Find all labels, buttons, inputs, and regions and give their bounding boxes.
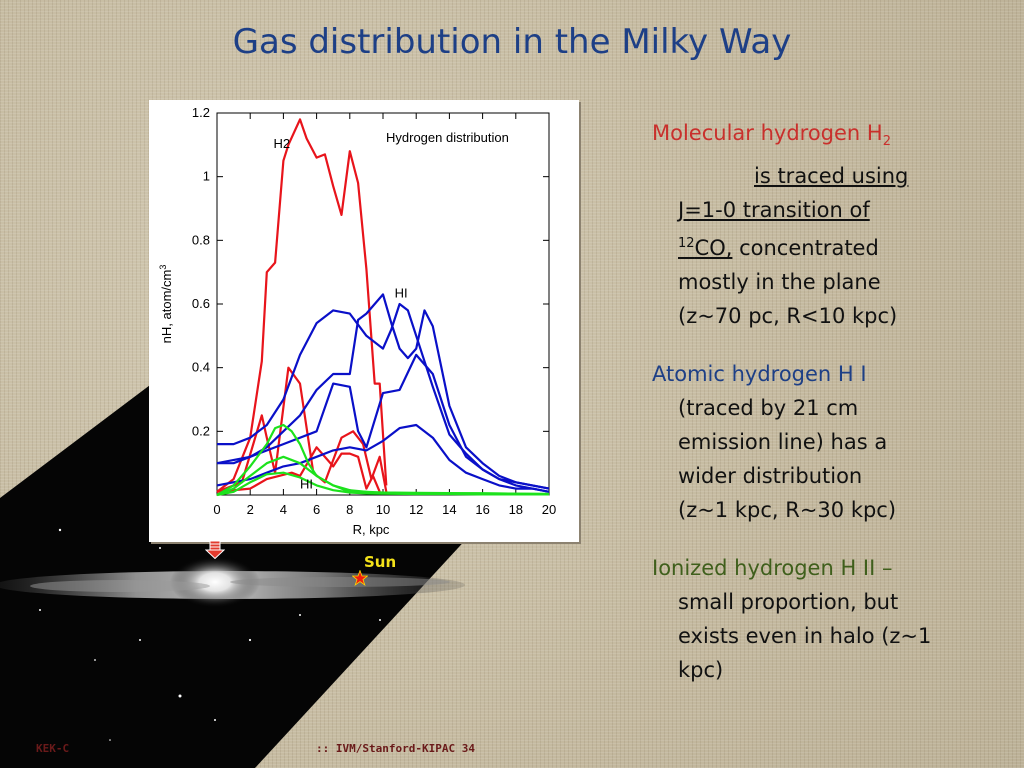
chart-title: Hydrogen distribution <box>386 130 509 145</box>
h2-line-5: (z~70 pc, R<10 kpc) <box>678 304 898 329</box>
x-tick-label: 20 <box>542 502 556 517</box>
ionized-hydrogen-heading: Ionized hydrogen H II – <box>652 556 893 581</box>
x-tick-label: 14 <box>442 502 456 517</box>
chart-annotation: H2 <box>273 136 290 151</box>
y-tick-label: 1 <box>203 169 210 184</box>
slide-title: Gas distribution in the Milky Way <box>232 22 792 62</box>
molecular-hydrogen-paragraph: Molecular hydrogen H2 is traced using J=… <box>630 116 1000 333</box>
chart-card: 0 2 4 6 8 10 12 14 16 18 20 0.2 0.4 0.6 0.8 1 1.2 Hydrog… <box>149 100 579 542</box>
y-tick-label: 0.4 <box>192 360 210 375</box>
atomic-hydrogen-heading: Atomic hydrogen H I <box>652 362 867 387</box>
hi-line: wider distribution <box>678 464 863 489</box>
series-line-hi <box>216 423 550 493</box>
x-tick-label: 10 <box>376 502 390 517</box>
down-arrow-icon <box>205 541 225 559</box>
molecular-hydrogen-heading: Molecular hydrogen H2 <box>652 121 891 150</box>
traced-using-text: is traced using <box>754 164 909 189</box>
hii-line: small proportion, but <box>678 590 899 615</box>
chart-annotation: HI <box>395 286 408 301</box>
x-axis-label: R, kpc <box>353 522 390 537</box>
sun-star-icon <box>352 570 368 586</box>
series-line-hi <box>216 353 550 493</box>
hi-line: emission line) has a <box>678 430 888 455</box>
y-axis-label: nH, atom/cm3 <box>158 265 174 344</box>
x-tick-label: 8 <box>346 502 353 517</box>
y-tick-label: 1.2 <box>192 105 210 120</box>
series-line-h2 <box>216 118 388 493</box>
x-tick-label: 2 <box>247 502 254 517</box>
hydrogen-distribution-chart: 0 2 4 6 8 10 12 14 16 18 20 0.2 0.4 0.6 0.8 1 1.2 Hydrog… <box>158 105 556 537</box>
x-tick-label: 0 <box>213 502 220 517</box>
series-line-hi <box>217 293 550 490</box>
hi-line: (traced by 21 cm <box>678 396 859 421</box>
x-tick-label: 6 <box>313 502 320 517</box>
y-tick-label: 0.8 <box>192 232 210 247</box>
x-tick-label: 12 <box>409 502 423 517</box>
atomic-hydrogen-paragraph: Atomic hydrogen H I (traced by 21 cm emi… <box>630 357 1000 527</box>
x-tick-label: 16 <box>475 502 489 517</box>
series-line-h2 <box>216 446 381 493</box>
footer-left-text: KEK-C <box>36 742 70 755</box>
x-tick-label: 4 <box>280 502 287 517</box>
footer-right-text: :: IVM/Stanford-KIPAC 34 <box>316 742 475 755</box>
series-line-hii <box>216 471 549 497</box>
hii-line: exists even in halo (z~1 <box>678 624 932 649</box>
chart-annotation: HI <box>300 477 313 492</box>
h2-line-4: mostly in the plane <box>678 270 881 295</box>
hii-line: kpc) <box>678 658 724 683</box>
x-tick-label: 18 <box>509 502 523 517</box>
ionized-hydrogen-paragraph: Ionized hydrogen H II – small proportion… <box>630 551 1000 687</box>
sun-label: Sun <box>364 553 397 571</box>
hi-line: (z~1 kpc, R~30 kpc) <box>678 498 897 523</box>
y-tick-label: 0.2 <box>192 423 210 438</box>
co-transition-text: J=1-0 transition of <box>678 198 870 223</box>
text-column: Molecular hydrogen H2 is traced using J=… <box>630 116 1000 695</box>
co-isotope-line: 12CO, concentrated <box>678 236 879 261</box>
y-tick-label: 0.6 <box>192 296 210 311</box>
